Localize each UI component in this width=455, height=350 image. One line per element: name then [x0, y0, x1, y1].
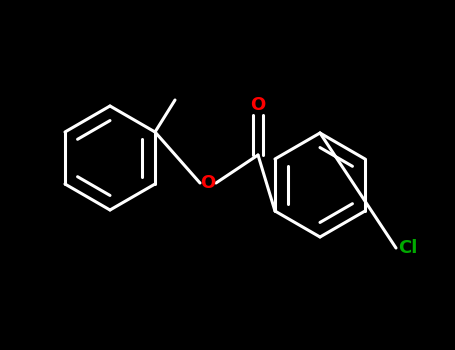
- Text: O: O: [200, 174, 216, 192]
- Text: O: O: [250, 96, 266, 114]
- Text: Cl: Cl: [398, 239, 418, 257]
